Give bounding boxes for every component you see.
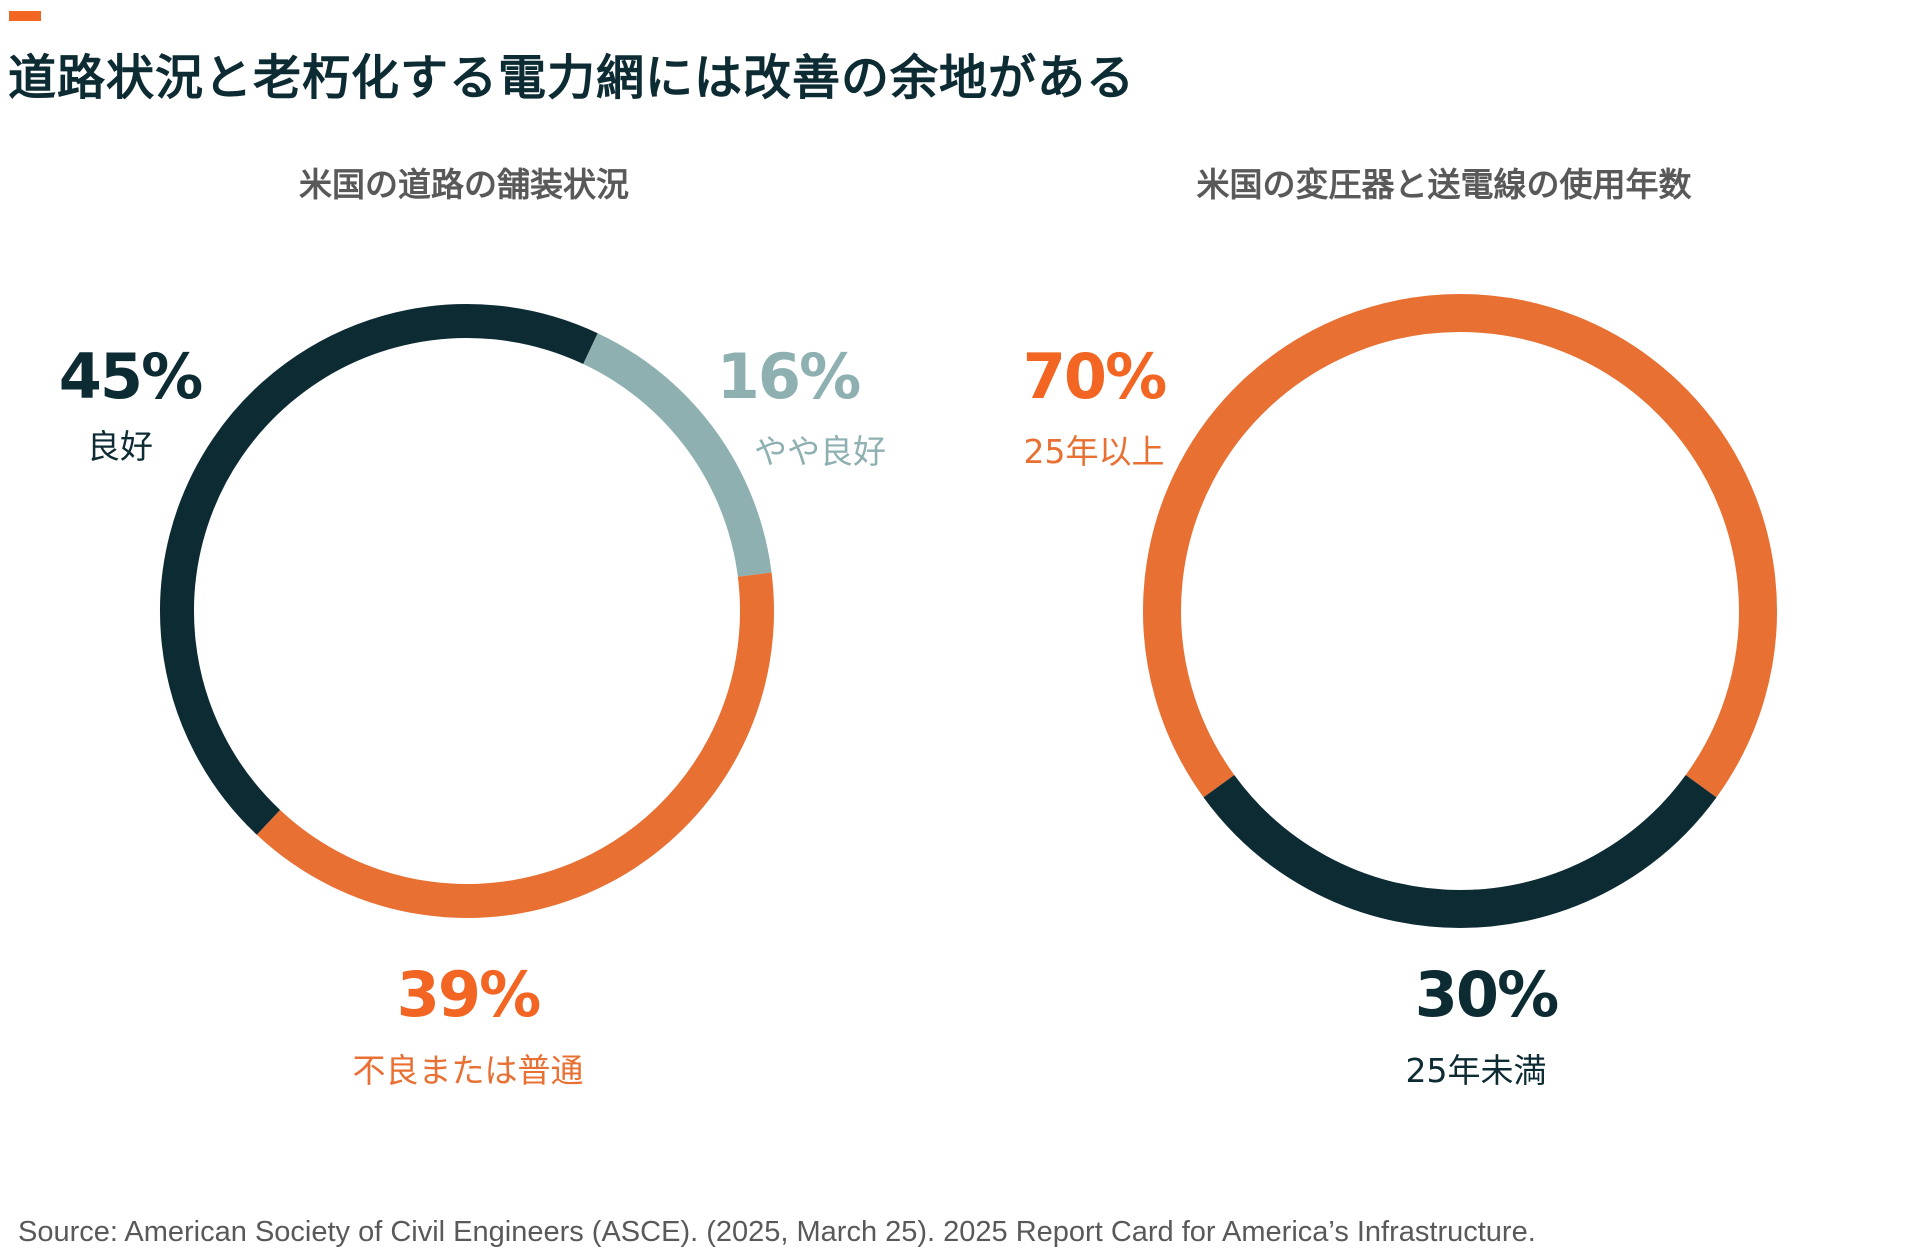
source-note: Source: American Society of Civil Engine…	[18, 1216, 1536, 1248]
slice-label-fair: やや良好	[754, 432, 886, 471]
slice-value-over-25: 70%	[1022, 340, 1167, 413]
donut-road	[160, 304, 774, 918]
slice-label-over-25: 25年以上	[1023, 432, 1165, 471]
donut-slice-under-25	[1203, 774, 1717, 928]
donut-slice-poor	[256, 572, 774, 918]
page-title: 道路状況と老朽化する電力網には改善の余地がある	[8, 50, 1136, 106]
slice-label-under-25: 25年未満	[1405, 1051, 1547, 1090]
donut-slice-fair	[583, 333, 772, 577]
donut-grid	[1143, 294, 1777, 928]
chart-title-grid: 米国の変圧器と送電線の使用年数	[1196, 165, 1692, 204]
slice-value-good: 45%	[58, 340, 203, 413]
slice-label-good: 良好	[87, 427, 153, 466]
donut-slice-over-25	[1143, 294, 1777, 798]
slice-value-under-25: 30%	[1414, 958, 1559, 1031]
slice-label-poor: 不良または普通	[352, 1051, 584, 1090]
donut-slice-good	[160, 304, 598, 835]
chart-title-road: 米国の道路の舗装状況	[299, 165, 629, 204]
accent-bar	[9, 11, 41, 21]
slice-value-fair: 16%	[716, 340, 861, 413]
slice-value-poor: 39%	[396, 958, 541, 1031]
